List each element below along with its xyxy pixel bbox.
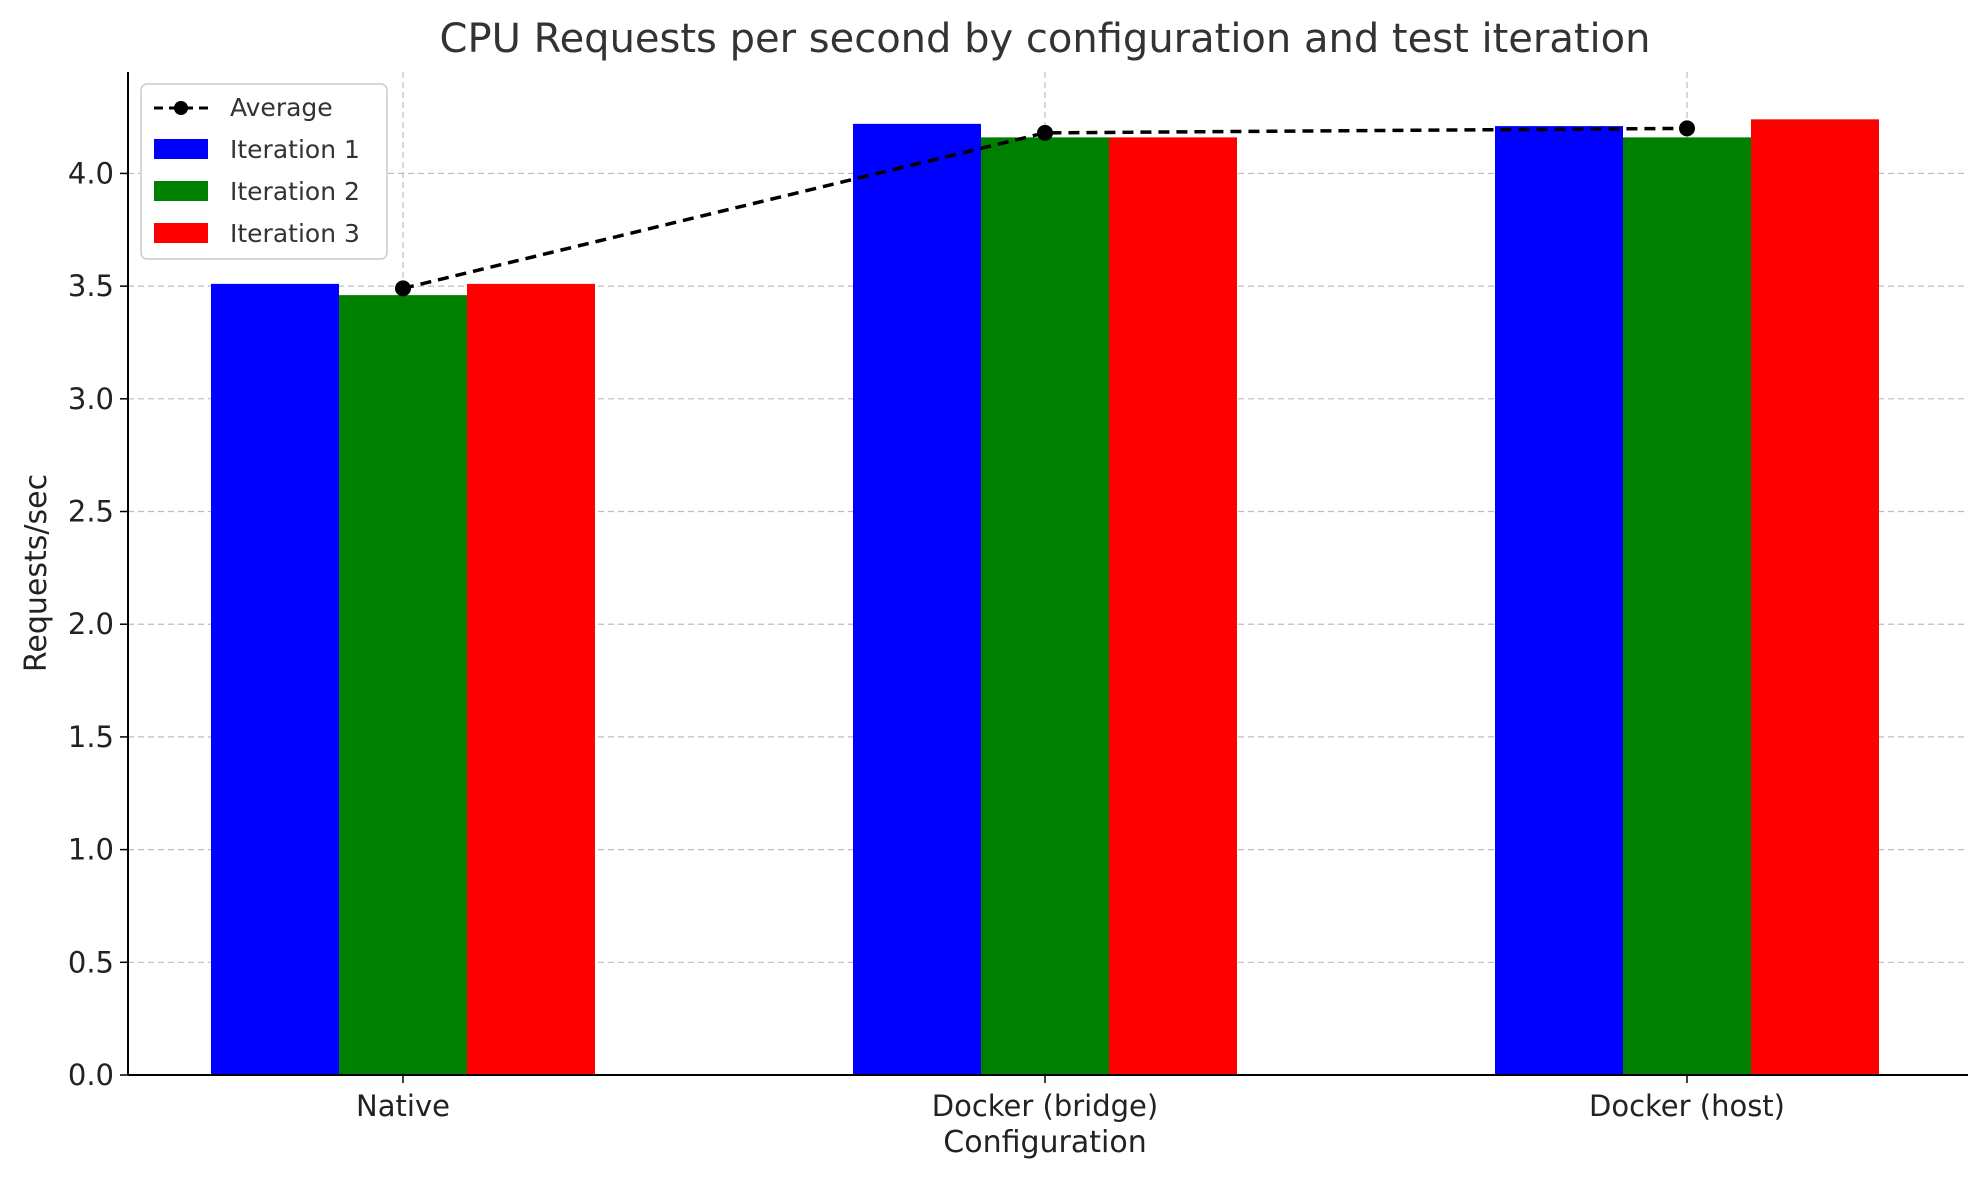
x-tick-label: Native — [356, 1089, 450, 1123]
average-series — [395, 120, 1695, 297]
bar-iteration-2-native — [339, 295, 467, 1076]
y-tick-label: 1.5 — [68, 720, 114, 754]
legend-swatch-iteration-2 — [154, 181, 208, 201]
legend-average-marker — [174, 101, 188, 115]
legend-label-average: Average — [230, 93, 333, 122]
bar-iteration-3-docker-bridge — [1109, 137, 1237, 1076]
bar-iteration-3-native — [467, 283, 595, 1076]
x-axis-label: Configuration — [943, 1125, 1146, 1160]
legend-box — [140, 83, 388, 260]
y-tick-label: 1.0 — [68, 833, 114, 867]
bar-iteration-1-docker-bridge — [853, 123, 981, 1075]
y-tick-label: 3.0 — [68, 382, 114, 416]
y-tick-label: 0.0 — [68, 1058, 114, 1092]
y-tick-label: 4.0 — [68, 156, 114, 190]
legend-label-iteration-2: Iteration 2 — [230, 177, 360, 206]
y-tick-label: 3.5 — [68, 269, 114, 303]
bar-iteration-1-native — [211, 283, 339, 1076]
average-point-native — [395, 280, 411, 297]
y-tick-label: 0.5 — [68, 945, 114, 979]
y-tick-label: 2.0 — [68, 607, 114, 641]
legend-label-iteration-1: Iteration 1 — [230, 135, 360, 164]
average-point-docker-bridge — [1037, 124, 1053, 141]
bar-iteration-1-docker-host — [1495, 126, 1623, 1076]
average-point-docker-host — [1679, 120, 1695, 137]
bar-iteration-3-docker-host — [1751, 119, 1879, 1075]
y-axis-ticks: 0.0 0.5 1.0 1.5 2.0 2.5 3.0 3.5 4.0 — [68, 156, 128, 1092]
bars — [211, 119, 1879, 1076]
legend-swatch-iteration-3 — [154, 223, 208, 243]
legend-label-iteration-3: Iteration 3 — [230, 219, 360, 248]
chart-title: CPU Requests per second by configuration… — [440, 16, 1651, 62]
y-axis-label: Requests/sec — [19, 474, 54, 672]
x-tick-label: Docker (bridge) — [932, 1089, 1158, 1123]
y-tick-label: 2.5 — [68, 495, 114, 529]
bar-iteration-2-docker-host — [1623, 137, 1751, 1076]
average-line — [402, 126, 1688, 291]
legend: Average Iteration 1 Iteration 2 Iteratio… — [140, 83, 388, 260]
bar-iteration-2-docker-bridge — [981, 137, 1109, 1076]
x-tick-label: Docker (host) — [1589, 1089, 1785, 1123]
x-axis-ticks: Native Docker (bridge) Docker (host) — [356, 1075, 1785, 1123]
legend-swatch-iteration-1 — [154, 139, 208, 159]
